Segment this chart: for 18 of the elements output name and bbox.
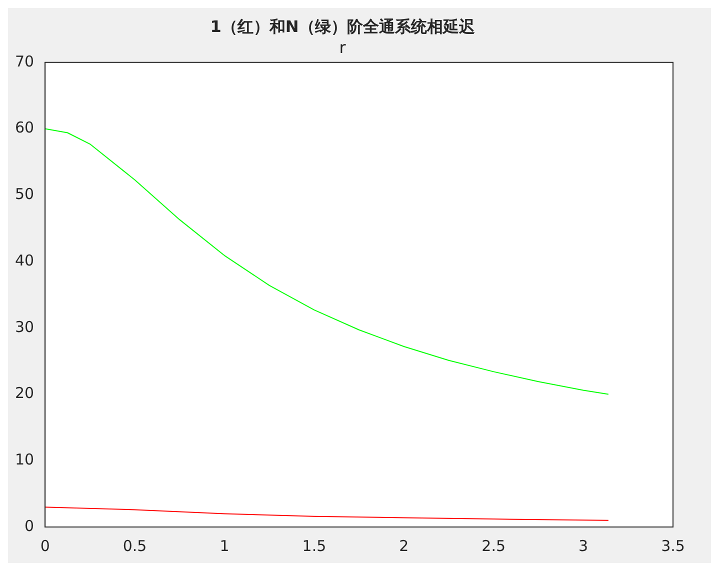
x-tick-label: 0.5 <box>122 536 147 555</box>
y-tick-label: 60 <box>14 118 34 137</box>
x-tick-label: 3.5 <box>661 536 685 555</box>
y-tick-label: 20 <box>14 384 34 402</box>
chart-subtitle: r <box>339 38 346 57</box>
y-tick-label: 50 <box>14 185 34 204</box>
y-tick-label: 40 <box>14 251 34 270</box>
x-tick-label: 2 <box>399 536 409 555</box>
y-tick-label: 10 <box>14 450 34 469</box>
x-tick-label: 1 <box>220 536 230 555</box>
x-tick-label: 3 <box>578 536 588 555</box>
y-tick-label: 70 <box>14 52 34 70</box>
x-tick-label: 2.5 <box>482 536 506 555</box>
y-tick-label: 30 <box>14 318 34 336</box>
chart-title: 1（红）和N（绿）阶全通系统相延迟 <box>210 16 476 36</box>
y-tick-label: 0 <box>24 516 34 535</box>
x-tick-label: 0 <box>40 536 50 555</box>
x-tick-label: 1.5 <box>302 536 326 555</box>
